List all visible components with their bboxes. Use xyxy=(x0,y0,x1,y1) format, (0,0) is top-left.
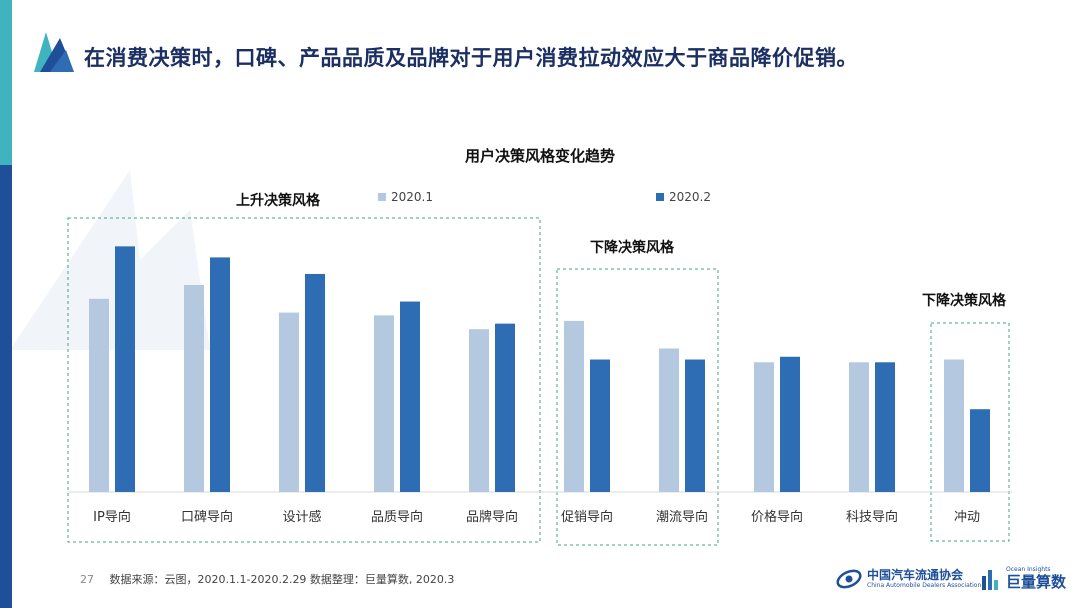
caada-emblem-icon xyxy=(836,569,862,589)
bar-2020-1-5 xyxy=(564,320,584,492)
footer-source: 27 数据来源：云图，2020.1.1-2020.2.29 数据整理：巨量算数,… xyxy=(80,571,454,587)
bar-2020-2-3 xyxy=(400,301,420,492)
bar-2020-2-7 xyxy=(780,356,800,492)
source-note: 数据来源：云图，2020.1.1-2020.2.29 数据整理：巨量算数, 20… xyxy=(109,573,455,586)
caada-name-cn: 中国汽车流通协会 xyxy=(867,567,964,582)
bar-2020-1-4 xyxy=(469,329,489,492)
x-tick-label: 促销导向 xyxy=(561,509,613,525)
bar-2020-1-1 xyxy=(184,285,204,492)
ocean-insights-logo: Ocean Insights 巨量算数 xyxy=(982,566,1066,591)
group-label-falling-2: 下降决策风格 xyxy=(922,293,1006,309)
x-tick-label: 价格导向 xyxy=(751,509,803,525)
legend-swatch-2020-1 xyxy=(378,193,386,201)
bar-2020-1-0 xyxy=(89,298,109,492)
bar-2020-1-6 xyxy=(659,348,679,492)
bar-2020-1-2 xyxy=(279,312,299,492)
x-tick-label: 冲动 xyxy=(954,510,980,525)
caada-name-en: China Automobile Dealers Association xyxy=(867,581,982,589)
bar-2020-2-8 xyxy=(875,362,895,492)
bar-2020-2-9 xyxy=(970,409,990,492)
x-tick-label: 设计感 xyxy=(282,509,321,525)
x-tick-label: 口碑导向 xyxy=(181,509,233,525)
x-tick-label: 品质导向 xyxy=(371,509,423,525)
chart-title: 用户决策风格变化趋势 xyxy=(464,147,615,165)
bar-2020-1-7 xyxy=(754,362,774,492)
bar-2020-2-4 xyxy=(495,323,515,492)
caada-logo: 中国汽车流通协会 China Automobile Dealers Associ… xyxy=(835,565,981,593)
group-box-0 xyxy=(67,217,541,543)
brand-logo-icon xyxy=(34,32,74,72)
bar-2020-1-9 xyxy=(944,359,964,492)
bar-2020-2-6 xyxy=(685,359,705,492)
ocean-insights-en: Ocean Insights xyxy=(1006,566,1051,573)
bar-2020-2-1 xyxy=(210,257,230,492)
legend-label-2020-2: 2020.2 xyxy=(669,190,711,204)
x-tick-label: 潮流导向 xyxy=(656,509,708,525)
legend-item-2020-2: 2020.2 xyxy=(656,190,711,204)
x-tick-label: 科技导向 xyxy=(846,509,898,525)
legend-item-2020-1: 2020.1 xyxy=(378,190,433,204)
bar-2020-2-0 xyxy=(115,246,135,492)
page-title: 在消费决策时，口碑、产品品质及品牌对于用户消费拉动效应大于商品降价促销。 xyxy=(84,46,858,70)
bar-2020-2-2 xyxy=(305,273,325,492)
page-number: 27 xyxy=(80,573,94,586)
group-label-rising: 上升决策风格 xyxy=(236,193,320,209)
ocean-insights-cn: 巨量算数 xyxy=(1006,573,1067,591)
legend-swatch-2020-2 xyxy=(656,193,664,201)
group-box-2 xyxy=(930,322,1010,542)
ocean-insights-bars-icon xyxy=(982,569,998,590)
left-accent-bar-navy xyxy=(0,165,12,608)
x-tick-label: IP导向 xyxy=(93,509,131,525)
bar-2020-1-3 xyxy=(374,315,394,492)
x-tick-label: 品牌导向 xyxy=(466,509,518,525)
group-box-1 xyxy=(556,268,719,546)
bar-2020-2-5 xyxy=(590,359,610,492)
group-label-falling-1: 下降决策风格 xyxy=(590,240,674,256)
legend-label-2020-1: 2020.1 xyxy=(391,190,433,204)
left-accent-bar-teal xyxy=(0,0,12,165)
bar-2020-1-8 xyxy=(849,362,869,492)
